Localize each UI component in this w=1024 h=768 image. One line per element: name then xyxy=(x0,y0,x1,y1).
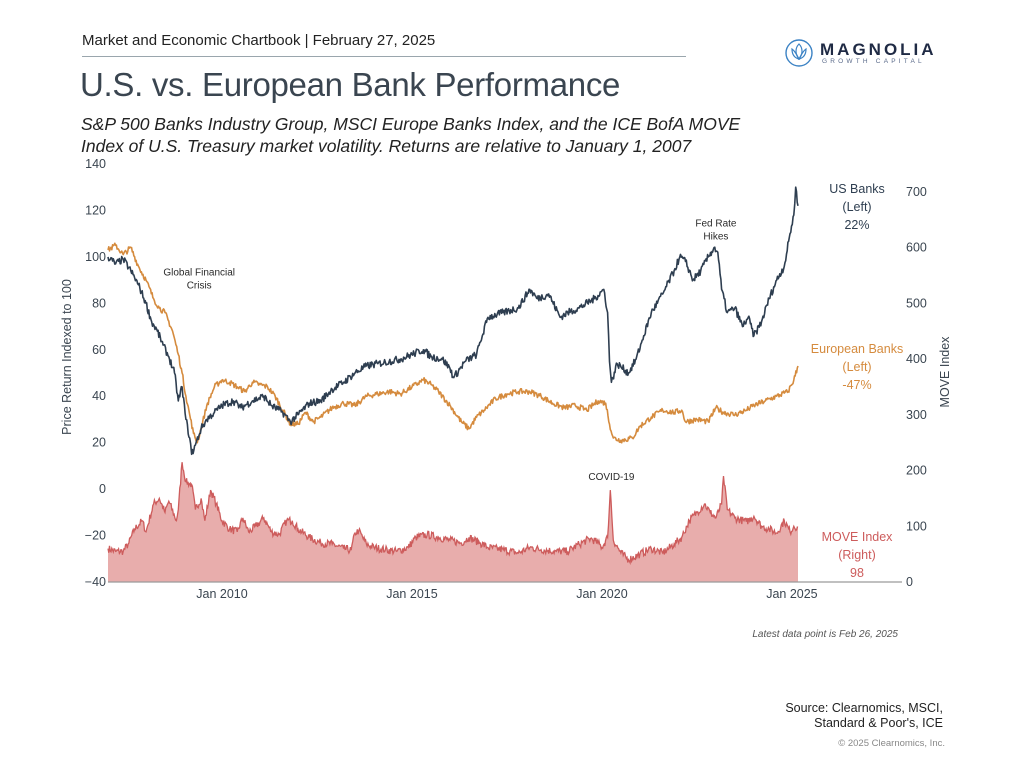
right-tick-label: 200 xyxy=(906,464,927,478)
legend-european-banks: -47% xyxy=(842,378,871,392)
right-tick-label: 0 xyxy=(906,575,913,589)
left-tick-label: 40 xyxy=(92,389,106,403)
right-tick-label: 700 xyxy=(906,185,927,199)
x-axis-ticks: Jan 2010 Jan 2015 Jan 2020 Jan 2025 xyxy=(196,587,817,601)
source-line-1: Source: Clearnomics, MSCI, xyxy=(785,701,943,715)
page-title: U.S. vs. European Bank Performance xyxy=(80,66,621,103)
annotation-label: Global Financial xyxy=(163,267,235,278)
x-tick-label: Jan 2015 xyxy=(386,587,437,601)
left-tick-label: 80 xyxy=(92,296,106,310)
right-tick-label: 400 xyxy=(906,352,927,366)
legend-us-banks: (Left) xyxy=(842,200,871,214)
left-tick-label: −40 xyxy=(85,575,106,589)
legend-us-banks: 22% xyxy=(844,218,869,232)
right-tick-label: 500 xyxy=(906,296,927,310)
legend-move-index: 98 xyxy=(850,566,864,580)
right-axis-ticks: 700 600 500 400 300 200 100 0 xyxy=(906,185,927,589)
legend-european-banks: (Left) xyxy=(842,360,871,374)
series-layer xyxy=(107,186,799,582)
magnolia-flower-icon xyxy=(785,39,813,67)
left-tick-label: 120 xyxy=(85,203,106,217)
header-divider xyxy=(82,56,686,57)
legend: US Banks (Left) 22% European Banks (Left) -47… xyxy=(811,182,903,580)
logo-tagline: GROWTH CAPITAL xyxy=(822,58,925,65)
legend-move-index: (Right) xyxy=(838,548,876,562)
copyright: © 2025 Clearnomics, Inc. xyxy=(838,738,945,749)
move-index-line xyxy=(107,462,799,566)
annotation-label: Fed Rate xyxy=(695,219,737,230)
subtitle-line-1: S&P 500 Banks Industry Group, MSCI Europ… xyxy=(81,114,741,134)
left-tick-label: 140 xyxy=(85,157,106,171)
annotation-label: COVID-19 xyxy=(588,472,635,483)
chartbook-header: Market and Economic Chartbook | February… xyxy=(82,32,436,49)
annotation-label: Hikes xyxy=(703,232,728,243)
x-tick-label: Jan 2010 xyxy=(196,587,247,601)
left-tick-label: 100 xyxy=(85,250,106,264)
company-logo: MAGNOLIA GROWTH CAPITAL xyxy=(784,38,944,70)
right-tick-label: 600 xyxy=(906,241,927,255)
page-subtitle: S&P 500 Banks Industry Group, MSCI Europ… xyxy=(81,113,781,157)
us-banks-line xyxy=(107,186,799,456)
move-index-area xyxy=(108,462,798,582)
european-banks-line xyxy=(107,242,799,444)
x-tick-label: Jan 2025 xyxy=(766,587,817,601)
legend-move-index: MOVE Index xyxy=(822,530,894,544)
right-tick-label: 100 xyxy=(906,519,927,533)
left-tick-label: 20 xyxy=(92,436,106,450)
source-line-2: Standard & Poor's, ICE xyxy=(814,716,943,730)
left-axis-label: Price Return Indexed to 100 xyxy=(60,279,74,435)
right-axis-label: MOVE Index xyxy=(938,336,952,408)
legend-european-banks: European Banks xyxy=(811,342,903,356)
annotation-label: Crisis xyxy=(187,280,212,291)
source-note: Source: Clearnomics, MSCI, Standard & Po… xyxy=(700,701,943,731)
latest-data-note: Latest data point is Feb 26, 2025 xyxy=(752,629,898,640)
left-tick-label: 0 xyxy=(99,482,106,496)
x-tick-label: Jan 2020 xyxy=(576,587,627,601)
subtitle-line-2: Index of U.S. Treasury market volatility… xyxy=(81,136,692,156)
left-tick-label: −20 xyxy=(85,529,106,543)
annotations: Global Financial Crisis COVID-19 Fed Rate Hi… xyxy=(163,219,737,483)
right-tick-label: 300 xyxy=(906,408,927,422)
logo-name: MAGNOLIA xyxy=(820,40,937,59)
left-axis-ticks: 140 120 100 80 60 40 20 0 −20 −40 xyxy=(85,157,106,589)
left-tick-label: 60 xyxy=(92,343,106,357)
legend-us-banks: US Banks xyxy=(829,182,885,196)
